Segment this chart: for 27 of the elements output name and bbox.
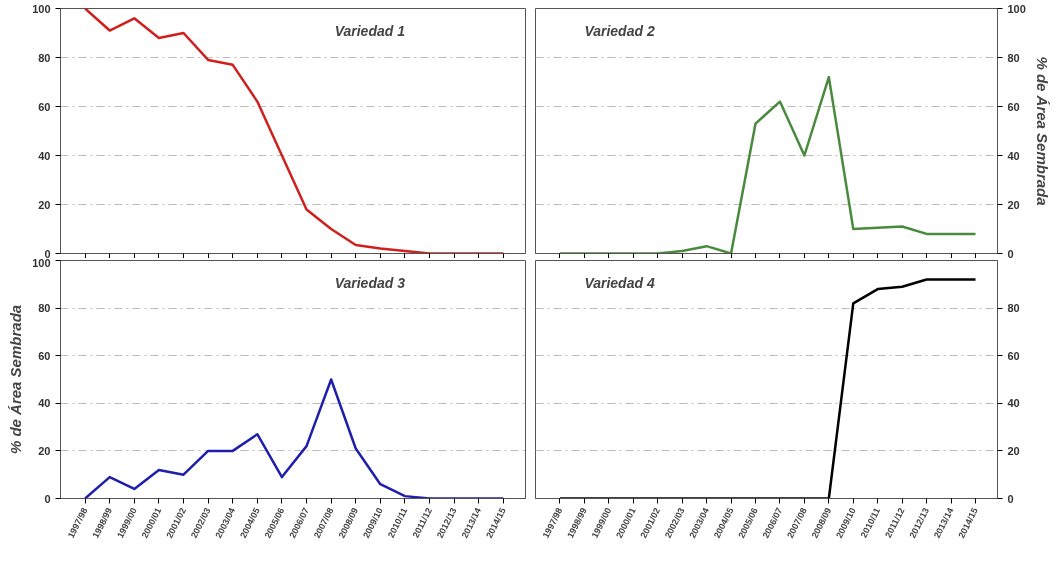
y-tick-label: 80 — [38, 51, 51, 64]
y-tick-label: 0 — [44, 492, 51, 505]
text: Variedad 2 — [584, 22, 655, 39]
y-axis-title: % de Área Sembrada — [1033, 56, 1051, 206]
y-tick-label: 60 — [38, 100, 51, 113]
y-tick-label: 0 — [1007, 492, 1014, 505]
y-tick-label: 0 — [1007, 247, 1014, 260]
y-axis-title: % de Área Sembrada — [7, 304, 25, 455]
y-tick-label: 100 — [1007, 2, 1026, 15]
y-tick-label: 40 — [38, 397, 51, 410]
y-tick-label: 80 — [1007, 302, 1020, 315]
y-tick-label: 40 — [1007, 397, 1020, 410]
y-tick-label: 80 — [38, 302, 51, 315]
text: Variedad 3 — [334, 274, 406, 291]
y-tick-label: 20 — [1007, 198, 1020, 211]
y-tick-label: 60 — [1007, 349, 1020, 362]
y-tick-label: 60 — [1007, 100, 1020, 113]
y-tick-label: 100 — [32, 2, 51, 15]
y-tick-label: 40 — [1007, 149, 1020, 162]
y-tick-label: 40 — [38, 149, 51, 162]
text: Variedad 1 — [334, 22, 406, 39]
text: Variedad 4 — [584, 274, 655, 291]
y-tick-label: 60 — [38, 349, 51, 362]
y-tick-label: 20 — [38, 198, 51, 211]
y-tick-label: 80 — [1007, 51, 1020, 64]
y-tick-label: 20 — [1007, 444, 1020, 457]
y-tick-label: 20 — [38, 444, 51, 457]
